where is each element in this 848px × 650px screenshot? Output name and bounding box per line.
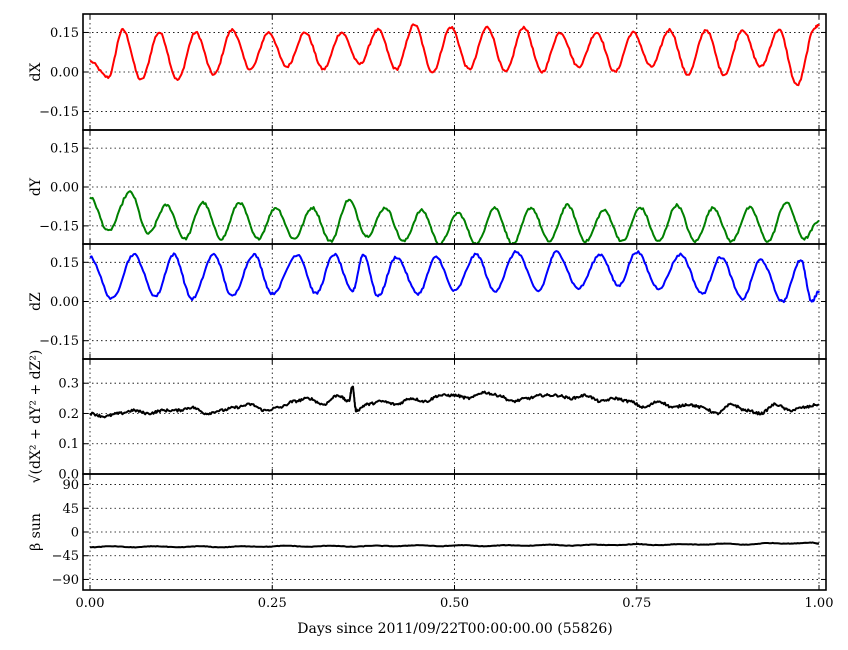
y-tick-label: 0.00: [50, 181, 79, 196]
series-line: [89, 250, 820, 304]
y-tick-label: −0.15: [39, 219, 79, 234]
y-tick-label: 0.15: [50, 256, 79, 271]
series-line: [89, 23, 820, 87]
series-line: [90, 541, 820, 549]
y-tick-label: 0.00: [50, 295, 79, 310]
x-tick-label: 0.50: [440, 596, 469, 611]
y-tick-label: 0.00: [50, 66, 79, 81]
x-axis-tick-labels: 0.00 0.25 0.50 0.75 1.00: [76, 596, 834, 611]
chart-panels: −0.150.000.15dX−0.150.000.15dY−0.150.000…: [28, 13, 827, 591]
y-axis-label: √(dX² + dY² + dZ²): [28, 350, 44, 484]
y-tick-label: −0.15: [39, 334, 79, 349]
y-axis-label: β sun: [28, 513, 44, 551]
y-tick-label: 0.2: [58, 407, 79, 422]
x-tick-label: 0.25: [258, 596, 287, 611]
panel-5: −90 −45 0 45 90 β sun: [28, 473, 827, 591]
series-line: [89, 385, 820, 419]
panel-3: −0.15 0.00 0.15 dZ: [28, 243, 827, 360]
panel-frame: [82, 358, 827, 475]
panel-frame: [82, 473, 827, 591]
y-tick-label: 90: [62, 478, 79, 493]
y-tick-label: 0.15: [50, 26, 79, 41]
y-axis-label: dX: [28, 63, 44, 82]
y-tick-label: −0.15: [39, 105, 79, 120]
panel-frame: [82, 243, 827, 360]
y-tick-label: 0.1: [58, 437, 79, 452]
y-tick-label: 0.3: [58, 377, 79, 392]
y-tick-label: 0.15: [50, 142, 79, 157]
y-axis-label: dZ: [28, 292, 44, 311]
y-axis-label: dY: [28, 177, 44, 196]
y-tick-label: −45: [52, 549, 79, 564]
x-tick-label: 1.00: [805, 596, 834, 611]
x-tick-label: 0.00: [76, 596, 105, 611]
y-tick-label: −90: [52, 573, 79, 588]
y-tick-label: 45: [62, 502, 79, 517]
panel-2: −0.15 0.00 0.15 dY: [28, 129, 827, 245]
y-tick-label: 0.0: [58, 468, 79, 483]
panel-4: 0.0 0.1 0.2 0.3 √(dX² + dY² + dZ²): [28, 350, 827, 484]
x-tick-label: 0.75: [622, 596, 651, 611]
panel-frame: [82, 129, 827, 245]
y-tick-label: 0: [71, 526, 79, 541]
x-axis-label: Days since 2011/09/22T00:00:00.00 (55826…: [297, 621, 612, 637]
panel-1: −0.15 0.00 0.15 dX: [28, 13, 827, 131]
series-line: [89, 190, 820, 244]
